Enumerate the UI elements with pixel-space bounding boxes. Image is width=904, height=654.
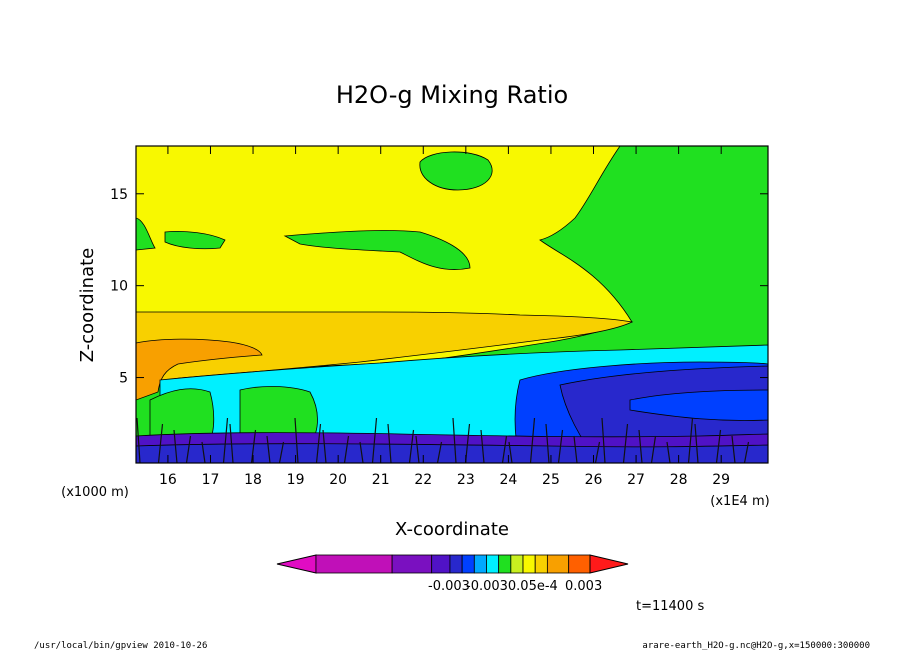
- streak-line: [622, 423, 629, 463]
- y-tick-label: 15: [110, 187, 128, 203]
- streak-line: [638, 429, 643, 463]
- x-axis-ticks: 16 17 18 19 20 21 22 23 24 25 26 27 28 29: [159, 146, 730, 488]
- streak-line: [687, 417, 694, 463]
- x-tick-label: 29: [712, 472, 730, 488]
- streak-line: [371, 417, 378, 463]
- streak-line: [666, 441, 671, 463]
- streak-line: [557, 429, 564, 463]
- contour-region-upper-green: [149, 388, 215, 441]
- x-axis-label: X-coordinate: [395, 519, 509, 540]
- colorbar: [276, 554, 629, 574]
- x-tick-label: 17: [202, 472, 220, 488]
- streak-line: [315, 423, 322, 463]
- time-annotation: t=11400 s: [636, 599, 704, 614]
- colorbar-label-min: -0.003: [428, 579, 470, 594]
- colorbar-cell: [315, 554, 393, 574]
- streak-line: [436, 441, 443, 463]
- streak-line: [408, 429, 415, 463]
- contour-region-dark-blue-zone: [136, 443, 768, 463]
- chart-title: H2O-g Mixing Ratio: [336, 81, 568, 109]
- streak-line: [573, 435, 578, 463]
- streak-line: [501, 435, 508, 463]
- streak-line: [359, 441, 364, 463]
- surface-streaks: [136, 417, 750, 463]
- streak-line: [136, 417, 141, 463]
- streak-line: [322, 429, 327, 463]
- streak-line: [343, 435, 350, 463]
- y-tick-label: 10: [110, 279, 128, 295]
- colorbar-label-max: 0.003: [565, 579, 602, 594]
- colorbar-cell: [431, 554, 451, 574]
- contour-region-upper-green: [419, 151, 493, 191]
- contour-region-upper-green: [164, 231, 226, 250]
- contour-region-orange-core: [136, 338, 263, 401]
- streak-line: [201, 441, 206, 463]
- streak-line: [508, 441, 513, 463]
- x-tick-label: 19: [287, 472, 305, 488]
- x-tick-label: 20: [329, 472, 347, 488]
- x-tick-label: 22: [414, 472, 432, 488]
- streak-line: [743, 441, 750, 463]
- colorbar-cell: [568, 554, 591, 574]
- colorbar-cell: [461, 554, 475, 574]
- streak-line: [229, 423, 234, 463]
- colorbar-cell: [510, 554, 524, 574]
- colorbar-label-overlap: -0.0030.05e-4: [466, 579, 558, 594]
- x-tick-label: 27: [627, 472, 645, 488]
- y-unit-label: (x1000 m): [61, 485, 129, 500]
- plot-frame: [135, 145, 769, 464]
- streak-line: [415, 435, 420, 463]
- x-tick-label: 21: [372, 472, 390, 488]
- streak-line: [529, 417, 536, 463]
- colorbar-cell: [486, 554, 500, 574]
- streak-line: [387, 423, 392, 463]
- x-tick-label: 28: [670, 472, 688, 488]
- contour-region-upper-green: [283, 230, 471, 270]
- colorbar-cell: [522, 554, 536, 574]
- footer-right: arare-earth_H2O-g.nc@H2O-g,x=150000:3000…: [642, 641, 870, 651]
- x-tick-label: 16: [159, 472, 177, 488]
- streak-line: [185, 435, 192, 463]
- streak-line: [594, 441, 601, 463]
- colorbar-cell: [391, 554, 433, 574]
- streak-line: [452, 417, 457, 463]
- x-tick-label: 23: [457, 472, 475, 488]
- colorbar-cell: [498, 554, 512, 574]
- streak-line: [545, 423, 550, 463]
- colorbar-cell: [449, 554, 463, 574]
- y-axis-ticks: 5 10 15: [110, 187, 768, 387]
- streak-line: [266, 435, 271, 463]
- colorbar-cell: [473, 554, 487, 574]
- x-tick-label: 25: [542, 472, 560, 488]
- x-tick-label: 26: [585, 472, 603, 488]
- streak-line: [222, 417, 229, 463]
- colorbar-left-arrow: [276, 554, 317, 574]
- footer-left: /usr/local/bin/gpview 2010-10-26: [34, 641, 208, 651]
- contour-region-blue-zone: [629, 389, 768, 421]
- streak-line: [278, 441, 285, 463]
- y-axis-label: Z-coordinate: [77, 248, 98, 363]
- streak-line: [480, 429, 485, 463]
- streak-line: [731, 435, 736, 463]
- x-tick-label: 18: [244, 472, 262, 488]
- y-tick-label: 5: [119, 371, 128, 387]
- colorbar-right-arrow: [589, 554, 629, 574]
- x-unit-label: (x1E4 m): [710, 494, 769, 509]
- contour-region-upper-green: [136, 217, 156, 251]
- streak-line: [173, 429, 178, 463]
- streak-line: [601, 417, 606, 463]
- colorbar-cell: [534, 554, 548, 574]
- colorbar-cell: [546, 554, 570, 574]
- streak-line: [157, 423, 164, 463]
- x-tick-label: 24: [499, 472, 517, 488]
- plot-area: [135, 145, 769, 464]
- streak-line: [715, 429, 722, 463]
- streak-line: [694, 423, 699, 463]
- streak-line: [294, 417, 299, 463]
- streak-line: [650, 435, 657, 463]
- streak-line: [250, 429, 257, 463]
